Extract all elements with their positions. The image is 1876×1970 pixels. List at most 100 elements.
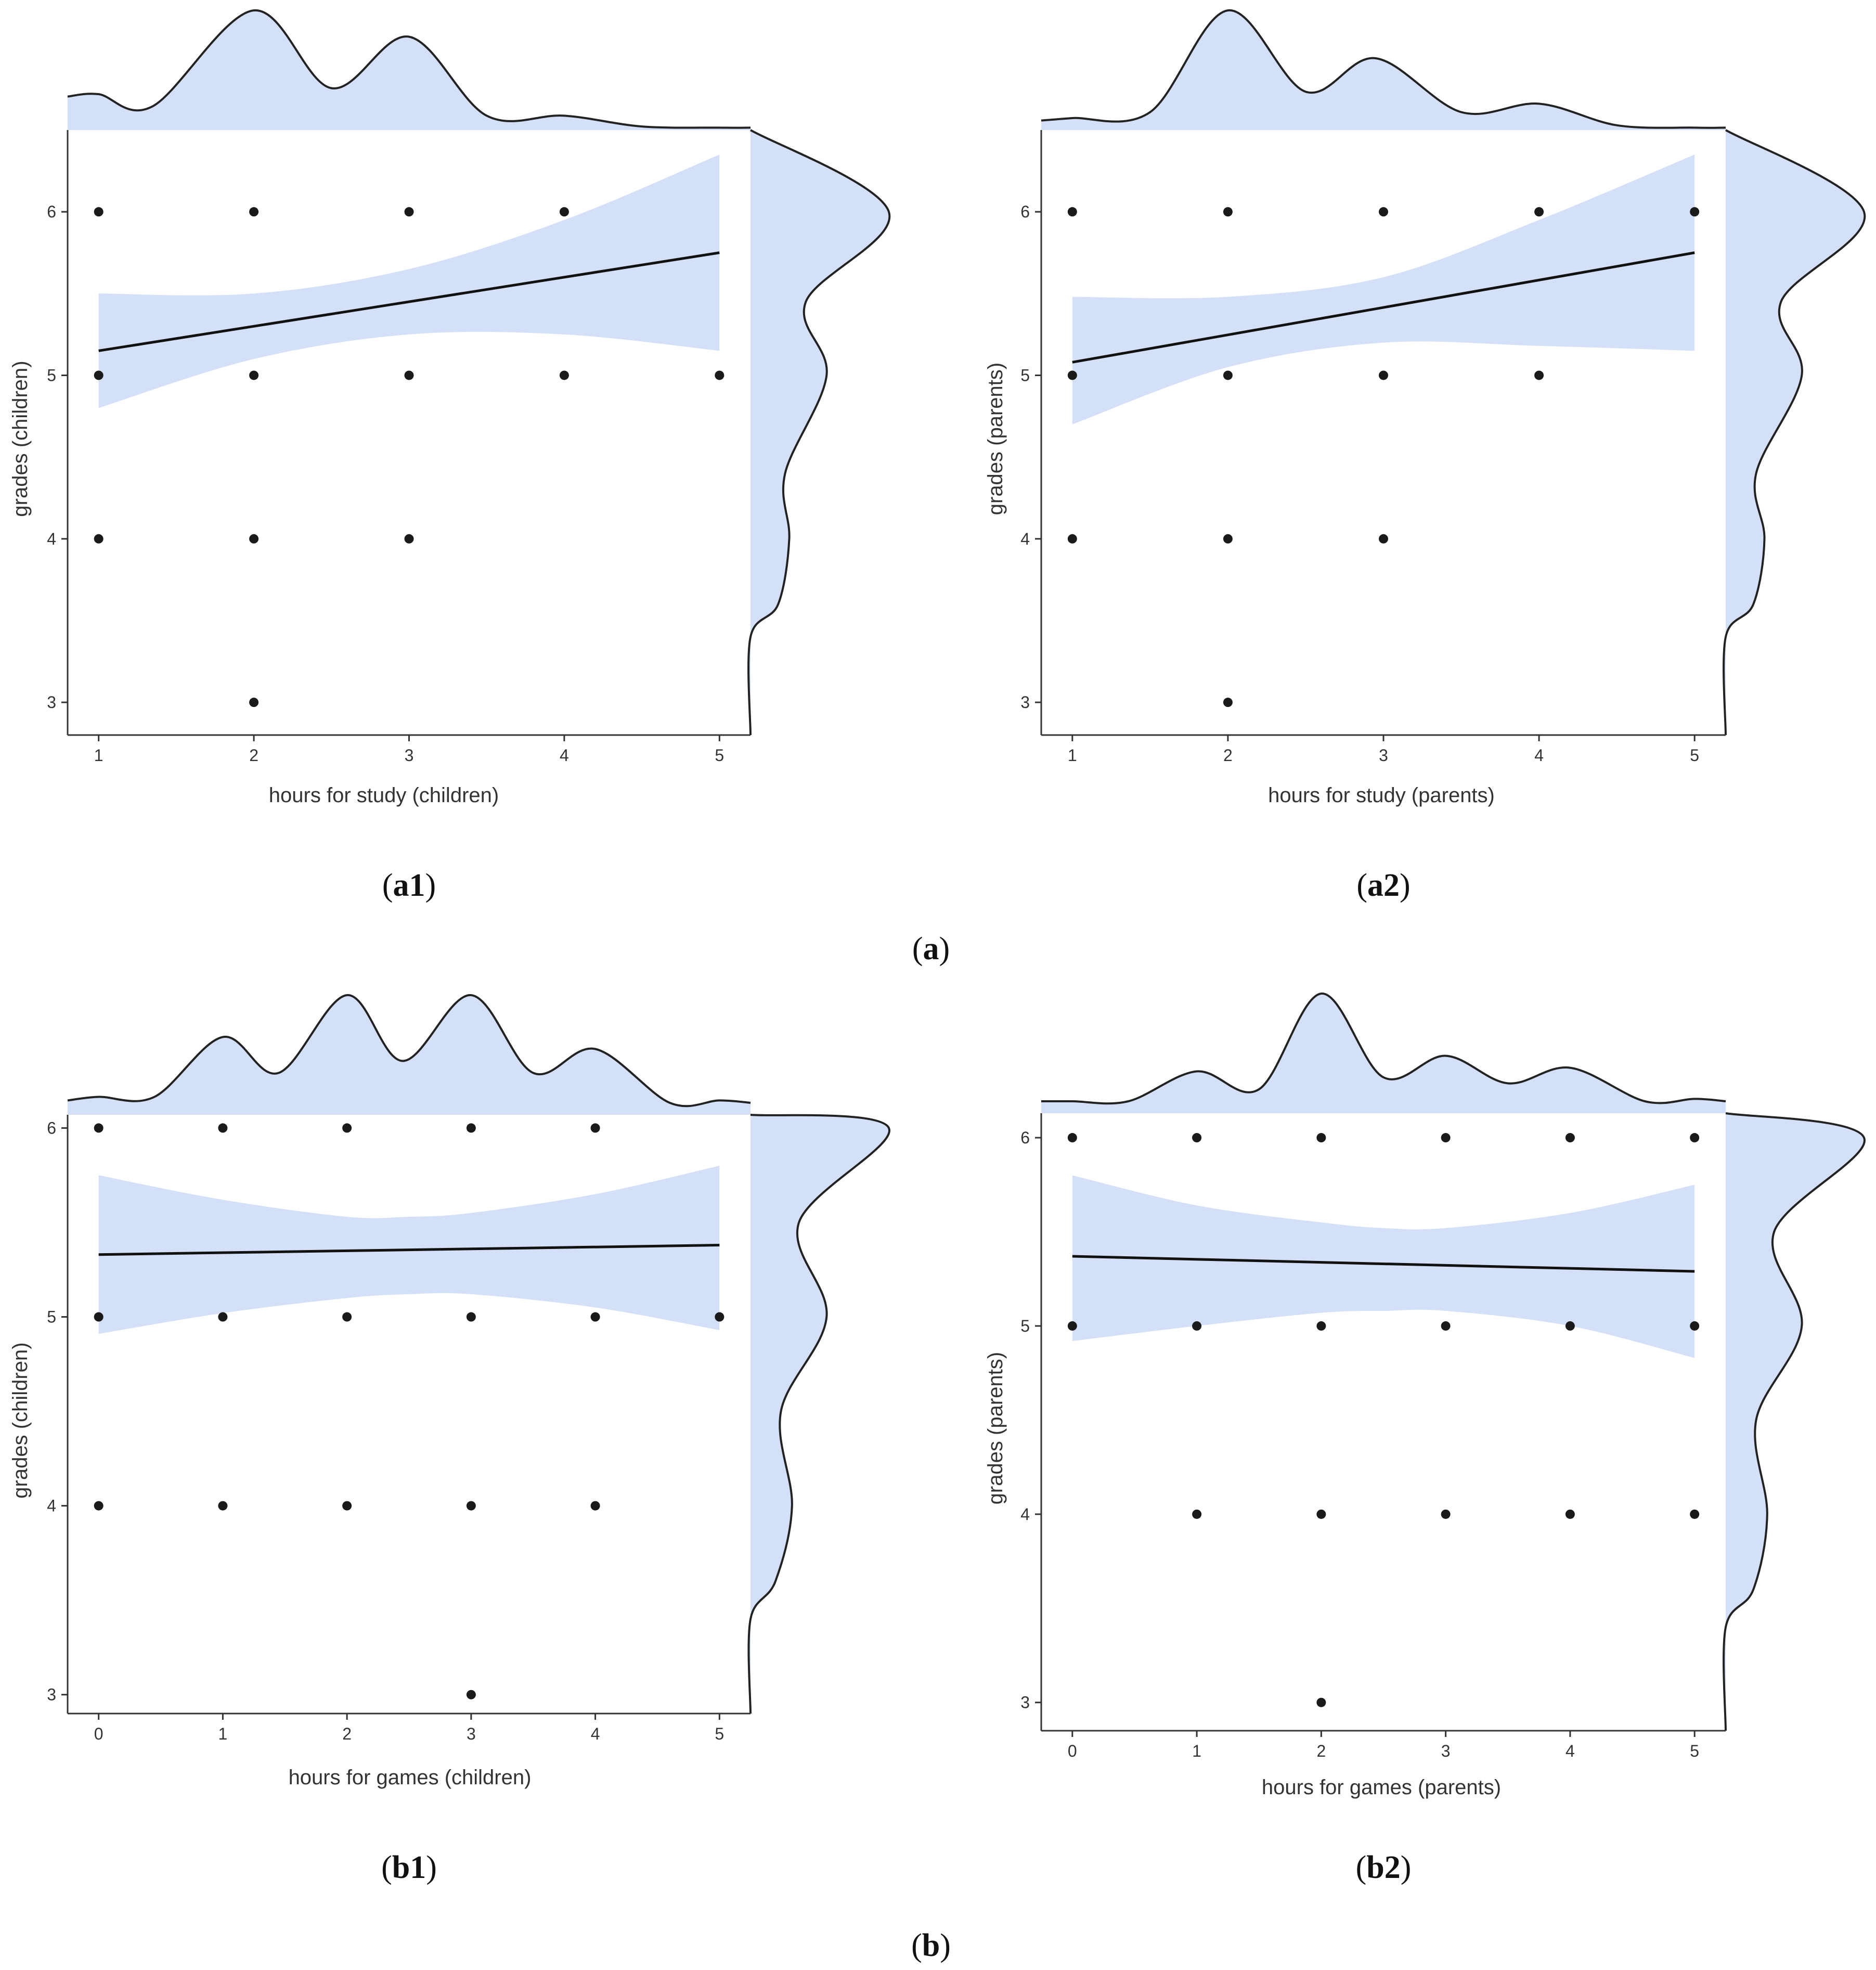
x-tick-label: 2 — [1316, 1742, 1326, 1760]
data-point — [94, 1312, 103, 1322]
x-tick-label: 0 — [1068, 1742, 1077, 1760]
top-density-fill — [1041, 10, 1726, 131]
y-tick-label: 4 — [47, 530, 56, 548]
data-point — [590, 1312, 600, 1322]
top-density-fill — [68, 995, 751, 1115]
data-point — [94, 534, 103, 544]
x-tick-label: 5 — [715, 746, 724, 765]
x-tick-label: 0 — [94, 1724, 103, 1743]
y-tick-label: 3 — [47, 1685, 56, 1704]
data-point — [715, 370, 724, 380]
side-density-line — [747, 129, 891, 736]
data-point — [218, 1312, 228, 1322]
y-tick-label: 3 — [1020, 693, 1030, 712]
data-point — [218, 1123, 228, 1133]
top-density-line — [1041, 9, 1726, 129]
data-point — [218, 1501, 228, 1511]
side-density-fill — [748, 1115, 890, 1714]
data-point — [1316, 1509, 1326, 1519]
x-tick-label: 4 — [560, 746, 569, 765]
group-label-a: (a) — [912, 931, 950, 967]
x-tick-label: 5 — [715, 1724, 724, 1743]
x-tick-label: 3 — [1379, 746, 1388, 765]
y-tick-label: 5 — [1020, 366, 1030, 384]
panel-label: (a2) — [1356, 868, 1410, 903]
data-point — [1192, 1509, 1202, 1519]
data-point — [466, 1123, 476, 1133]
data-point — [94, 370, 103, 380]
data-point — [1316, 1133, 1326, 1143]
data-point — [466, 1690, 476, 1699]
data-point — [404, 534, 414, 544]
data-point — [559, 370, 569, 380]
data-point — [1067, 534, 1077, 544]
top-density-line — [67, 9, 751, 129]
data-point — [94, 1123, 103, 1133]
data-point — [1192, 1133, 1202, 1143]
y-tick-label: 4 — [47, 1497, 56, 1515]
y-axis-title: grades (children) — [9, 1342, 32, 1498]
data-point — [1690, 1133, 1700, 1143]
regression-line — [98, 1244, 720, 1256]
data-point — [466, 1312, 476, 1322]
side-density-fill — [1724, 1113, 1865, 1731]
panel-label: (b1) — [381, 1850, 437, 1885]
panel-a2: 1 2 3 4 5 3 4 5 6 hours for study (parents) grades… — [984, 9, 1866, 903]
data-point — [1316, 1697, 1326, 1707]
x-tick-label: 1 — [94, 746, 103, 765]
x-tick-label: 1 — [1192, 1742, 1201, 1760]
side-density-line — [1723, 129, 1866, 736]
data-point — [1690, 207, 1700, 217]
data-point — [715, 1312, 724, 1322]
data-point — [342, 1123, 352, 1133]
data-point — [1223, 534, 1233, 544]
top-density-line — [1041, 992, 1726, 1105]
panel-b2: 0 1 2 3 4 5 3 4 5 6 hours for games (parents) grade… — [984, 992, 1866, 1885]
data-point — [1067, 1133, 1077, 1143]
x-tick-label: 5 — [1690, 1742, 1699, 1760]
x-tick-label: 4 — [1566, 1742, 1575, 1760]
x-tick-label: 3 — [405, 746, 414, 765]
data-point — [249, 207, 259, 217]
x-tick-label: 3 — [467, 1724, 476, 1743]
data-point — [590, 1501, 600, 1511]
data-point — [1379, 370, 1388, 380]
data-point — [94, 1501, 103, 1511]
y-tick-label: 3 — [1020, 1693, 1030, 1712]
side-density-fill — [1724, 130, 1865, 735]
data-point — [1067, 1321, 1077, 1331]
top-density-line — [67, 994, 751, 1108]
x-tick-label: 5 — [1690, 746, 1699, 765]
data-point — [590, 1123, 600, 1133]
y-tick-label: 3 — [47, 693, 56, 712]
data-point — [1565, 1321, 1575, 1331]
data-point — [1067, 370, 1077, 380]
side-density-line — [1723, 1112, 1866, 1731]
data-point — [1316, 1321, 1326, 1331]
x-axis-title: hours for games (children) — [289, 1766, 532, 1789]
y-axis-title: grades (parents) — [984, 1352, 1007, 1504]
data-point — [249, 370, 259, 380]
data-point — [342, 1501, 352, 1511]
x-axis-title: hours for study (children) — [269, 784, 499, 807]
x-axis-title: hours for study (parents) — [1268, 784, 1495, 807]
data-point — [1192, 1321, 1202, 1331]
confidence-band — [1072, 154, 1695, 424]
data-point — [404, 207, 414, 217]
x-tick-label: 3 — [1441, 1742, 1451, 1760]
side-density-line — [747, 1114, 890, 1714]
x-tick-label: 2 — [1223, 746, 1233, 765]
panel-label: (a1) — [382, 868, 436, 903]
top-density-fill — [1041, 993, 1726, 1113]
data-point — [1223, 207, 1233, 217]
data-point — [559, 207, 569, 217]
x-tick-label: 4 — [1534, 746, 1544, 765]
data-point — [1067, 207, 1077, 217]
y-axis-title: grades (children) — [9, 360, 32, 517]
data-point — [1379, 534, 1388, 544]
y-tick-label: 6 — [1020, 1128, 1030, 1147]
y-tick-label: 5 — [47, 366, 56, 384]
x-tick-label: 4 — [591, 1724, 600, 1743]
x-tick-label: 2 — [342, 1724, 352, 1743]
